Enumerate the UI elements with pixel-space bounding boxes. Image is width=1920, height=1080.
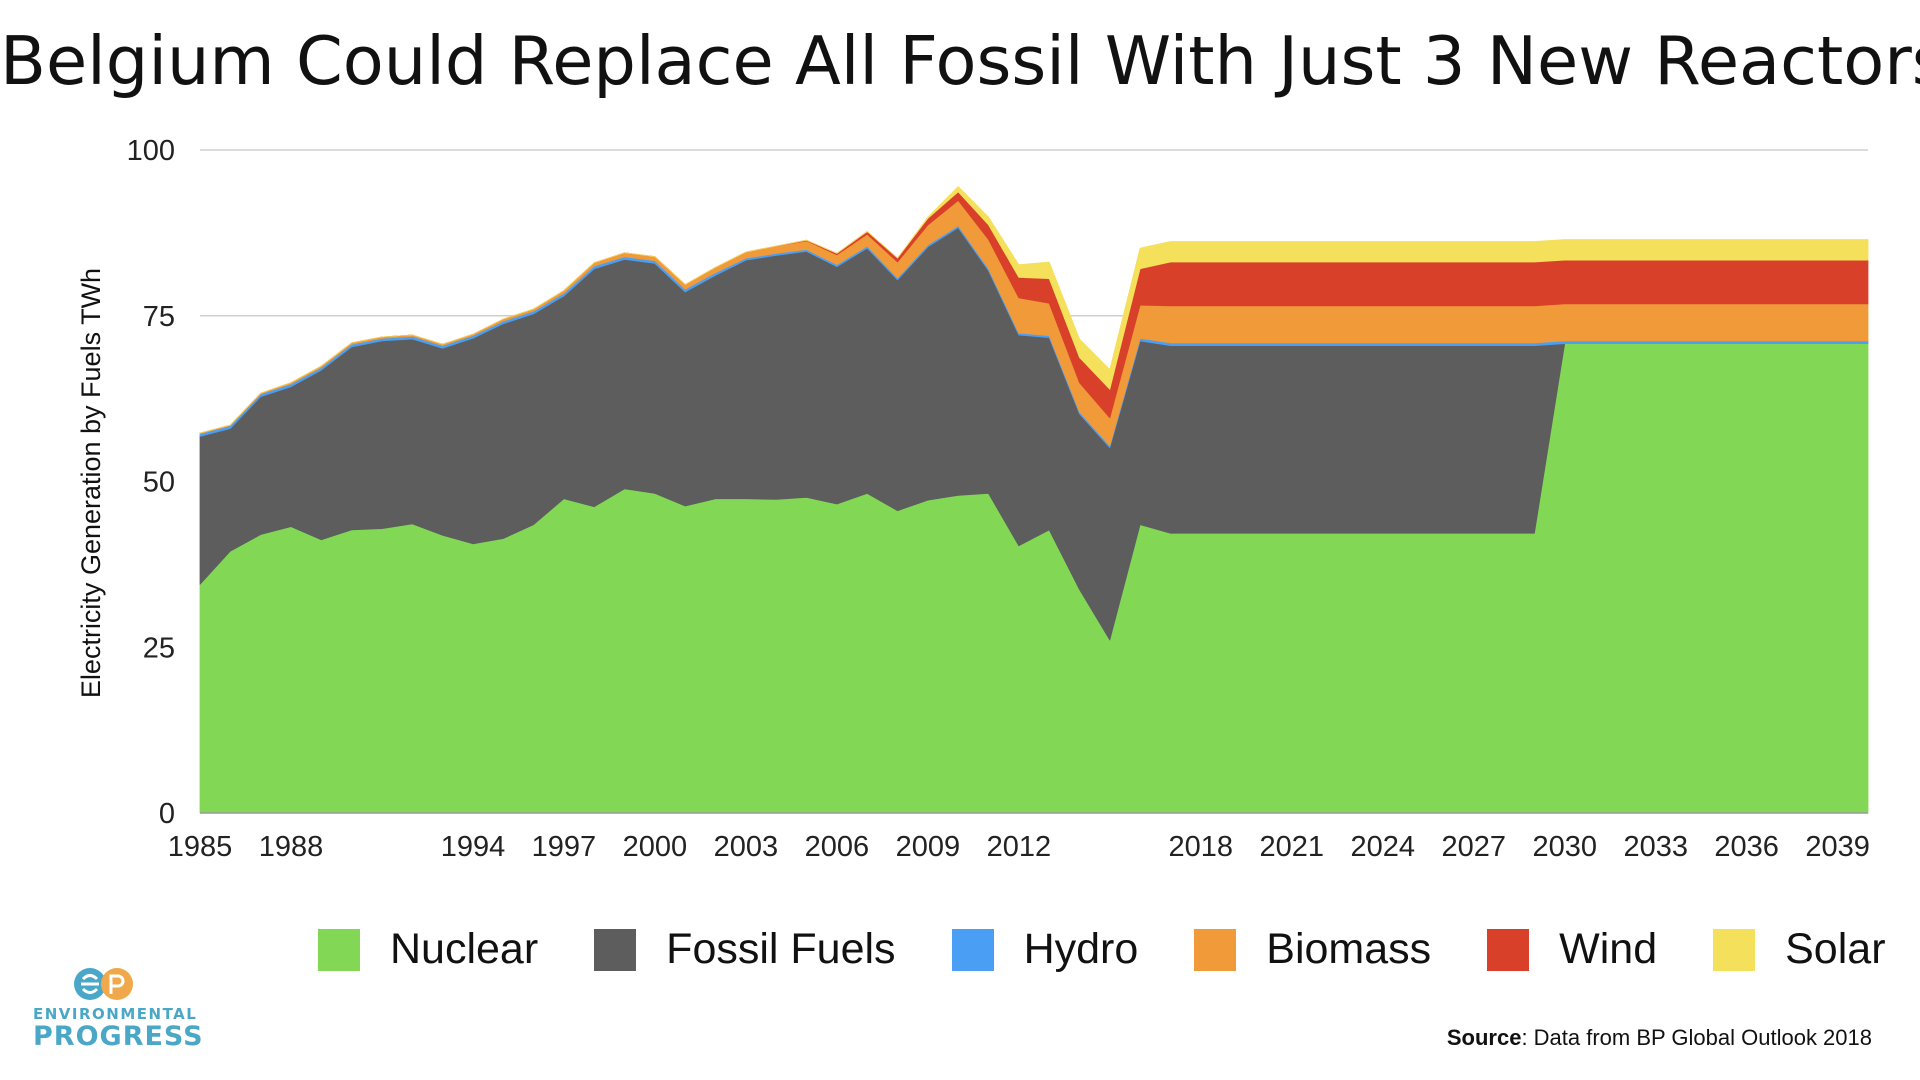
x-tick-label: 2012 <box>987 831 1052 863</box>
legend-swatch-nuclear <box>318 928 360 971</box>
x-tick-label: 1997 <box>532 831 597 863</box>
legend-label-wind: Wind <box>1559 925 1658 973</box>
legend-label-solar: Solar <box>1785 925 1886 973</box>
legend-label-hydro: Hydro <box>1023 925 1139 973</box>
x-tick-label: 2018 <box>1169 831 1234 863</box>
source-text: : Data from BP Global Outlook 2018 <box>1521 1025 1872 1050</box>
x-tick-label: 2006 <box>805 831 870 863</box>
x-tick-label: 2030 <box>1532 831 1597 863</box>
x-tick-label: 2024 <box>1351 831 1416 863</box>
area-series <box>199 186 1869 814</box>
legend-swatch-biomass <box>1194 928 1237 971</box>
legend-label-biomass: Biomass <box>1266 925 1432 973</box>
legend-swatch-hydro <box>951 928 994 971</box>
source-label: Source <box>1446 1025 1522 1050</box>
legend-item-solar: Solar <box>1713 925 1886 974</box>
x-tick-label: 2027 <box>1441 831 1506 863</box>
ep-logo-icon <box>74 968 133 1000</box>
legend-label-fossil-fuels: Fossil Fuels <box>666 925 896 973</box>
y-tick-label: 75 <box>143 301 175 333</box>
y-tick-label: 100 <box>127 135 175 167</box>
x-tick-label: 2033 <box>1623 831 1688 863</box>
axes: 1985 1988 1994 1997 2000 2003 2006 2009 2012 2018… <box>168 812 1870 863</box>
legend-swatch-wind <box>1487 928 1530 971</box>
legend-item-fossil-fuels: Fossil Fuels <box>594 925 896 974</box>
legend: Nuclear Fossil Fuels Hydro Biomass Wind Solar <box>318 925 1920 974</box>
x-tick-label: 1988 <box>259 831 324 863</box>
x-tick-label: 2003 <box>714 831 779 863</box>
logo-text-environmental: ENVIRONMENTAL <box>33 1005 198 1023</box>
x-tick-label: 2009 <box>896 831 961 863</box>
x-tick-label: 1985 <box>168 831 233 863</box>
legend-item-nuclear: Nuclear <box>318 925 538 974</box>
y-tick-label: 50 <box>143 467 175 499</box>
source-note: Source: Data from BP Global Outlook 2018 <box>1447 1025 1872 1051</box>
legend-swatch-solar <box>1713 928 1756 971</box>
environmental-progress-logo: ENVIRONMENTAL PROGRESS <box>33 967 204 1052</box>
legend-swatch-fossil-fuels <box>594 928 637 971</box>
x-tick-label: 2000 <box>623 831 688 863</box>
legend-label-nuclear: Nuclear <box>390 925 539 973</box>
x-tick-label: 2039 <box>1805 831 1870 863</box>
x-tick-label: 2036 <box>1714 831 1779 863</box>
area-solar <box>199 186 1869 434</box>
x-tick-label: 1994 <box>441 831 506 863</box>
y-tick-label: 25 <box>143 632 175 664</box>
legend-item-wind: Wind <box>1487 925 1657 974</box>
legend-item-biomass: Biomass <box>1194 925 1431 974</box>
y-axis-label: Electricity Generation by Fuels TWh <box>76 268 106 698</box>
logo-text-progress: PROGRESS <box>33 1021 204 1052</box>
y-tick-label: 0 <box>159 798 175 830</box>
x-tick-label: 2021 <box>1260 831 1325 863</box>
legend-item-hydro: Hydro <box>951 925 1139 974</box>
chart-title: Belgium Could Replace All Fossil With Ju… <box>0 22 1920 100</box>
